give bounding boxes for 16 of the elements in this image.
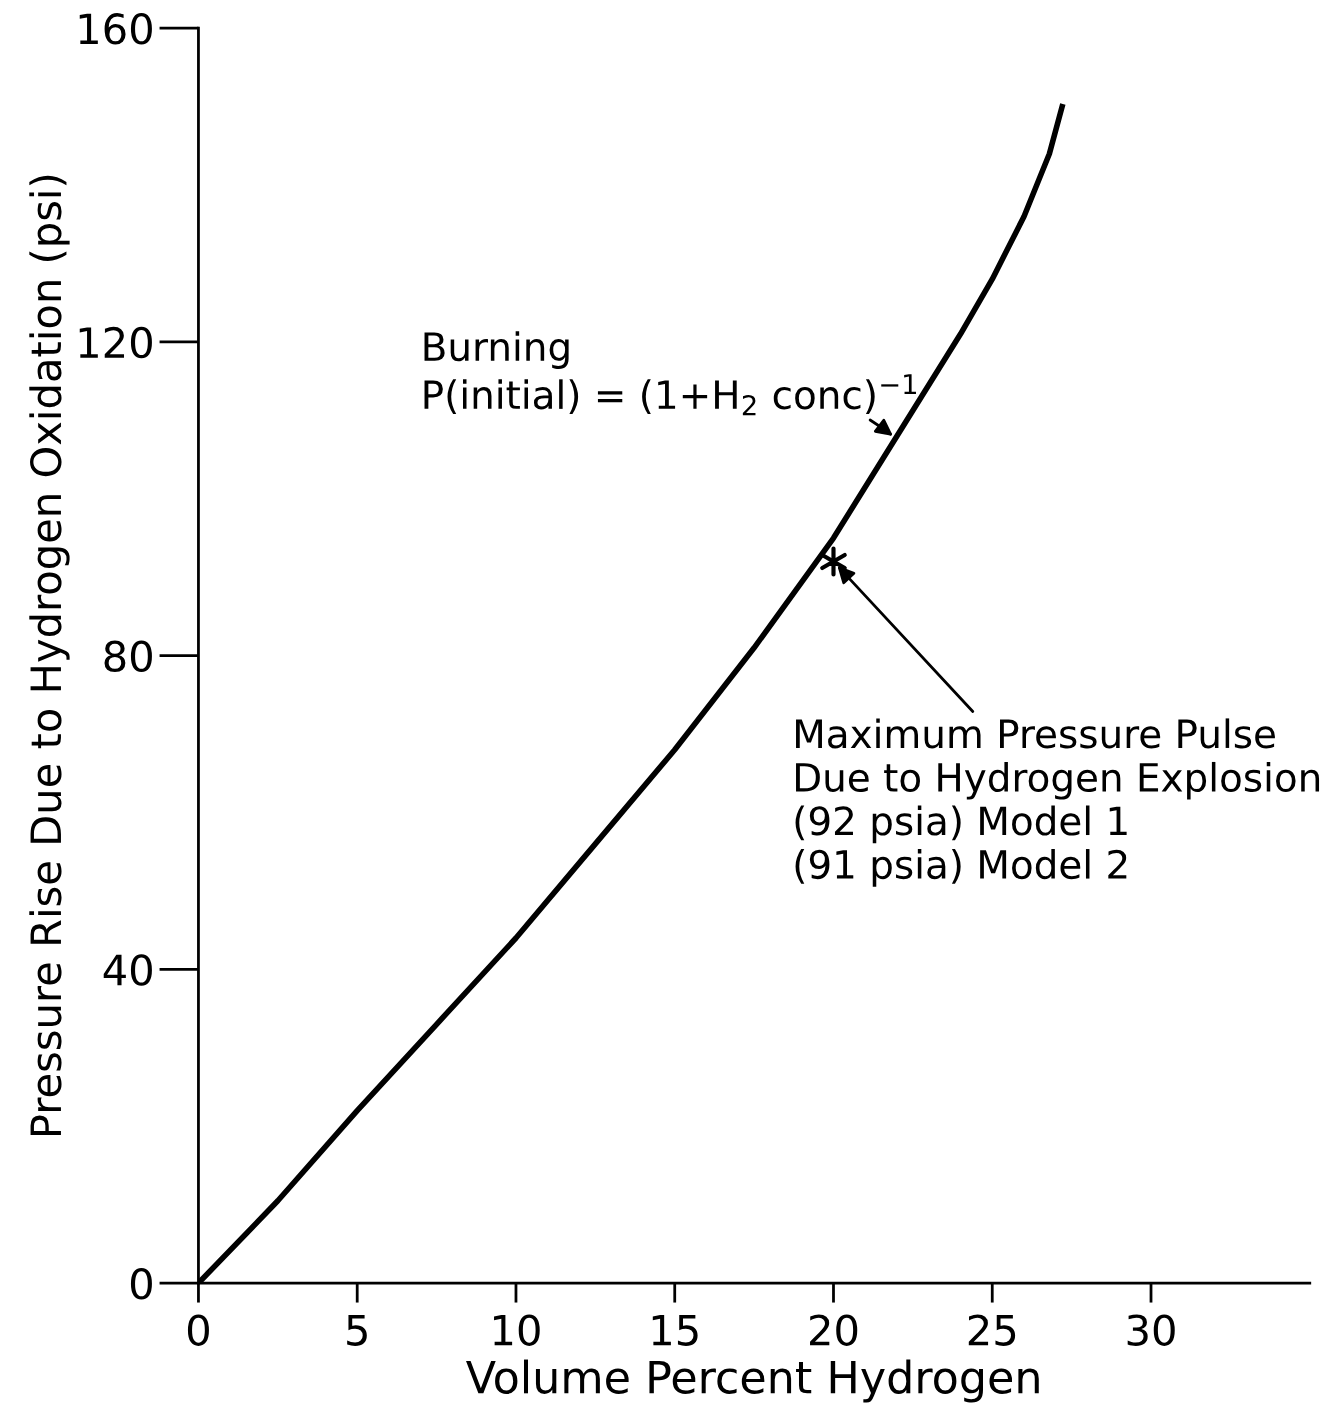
y-tick-label: 40	[103, 954, 152, 986]
x-tick-label: 25	[968, 1314, 1016, 1346]
x-tick-label: 15	[652, 1314, 698, 1346]
y-tick-label: 0	[130, 1268, 152, 1300]
y-tick-label: 160	[79, 13, 152, 45]
annotation: Maximum Pressure Pulse Due to Hydrogen Explosion (92 psia) Model 1 (91 psia) Model 2	[795, 718, 1320, 887]
x-axis-title: Volume Percent Hydrogen	[466, 1359, 1039, 1403]
x-tick-label: 10	[494, 1314, 540, 1346]
y-tick-label: 80	[104, 640, 152, 673]
y-tick-label: 120	[79, 326, 152, 359]
annotation: Burning P(initial) = (1+H$_{2}$ conc)$^{−1}$	[424, 331, 916, 416]
x-tick-label: 30	[1127, 1314, 1175, 1346]
y-axis-title: Pressure Rise Due to Hydrogen Oxidation (psi)	[29, 175, 70, 1135]
x-tick-label: 0	[187, 1314, 209, 1346]
x-tick-label: 5	[347, 1314, 367, 1346]
x-tick-label: 20	[810, 1314, 858, 1346]
